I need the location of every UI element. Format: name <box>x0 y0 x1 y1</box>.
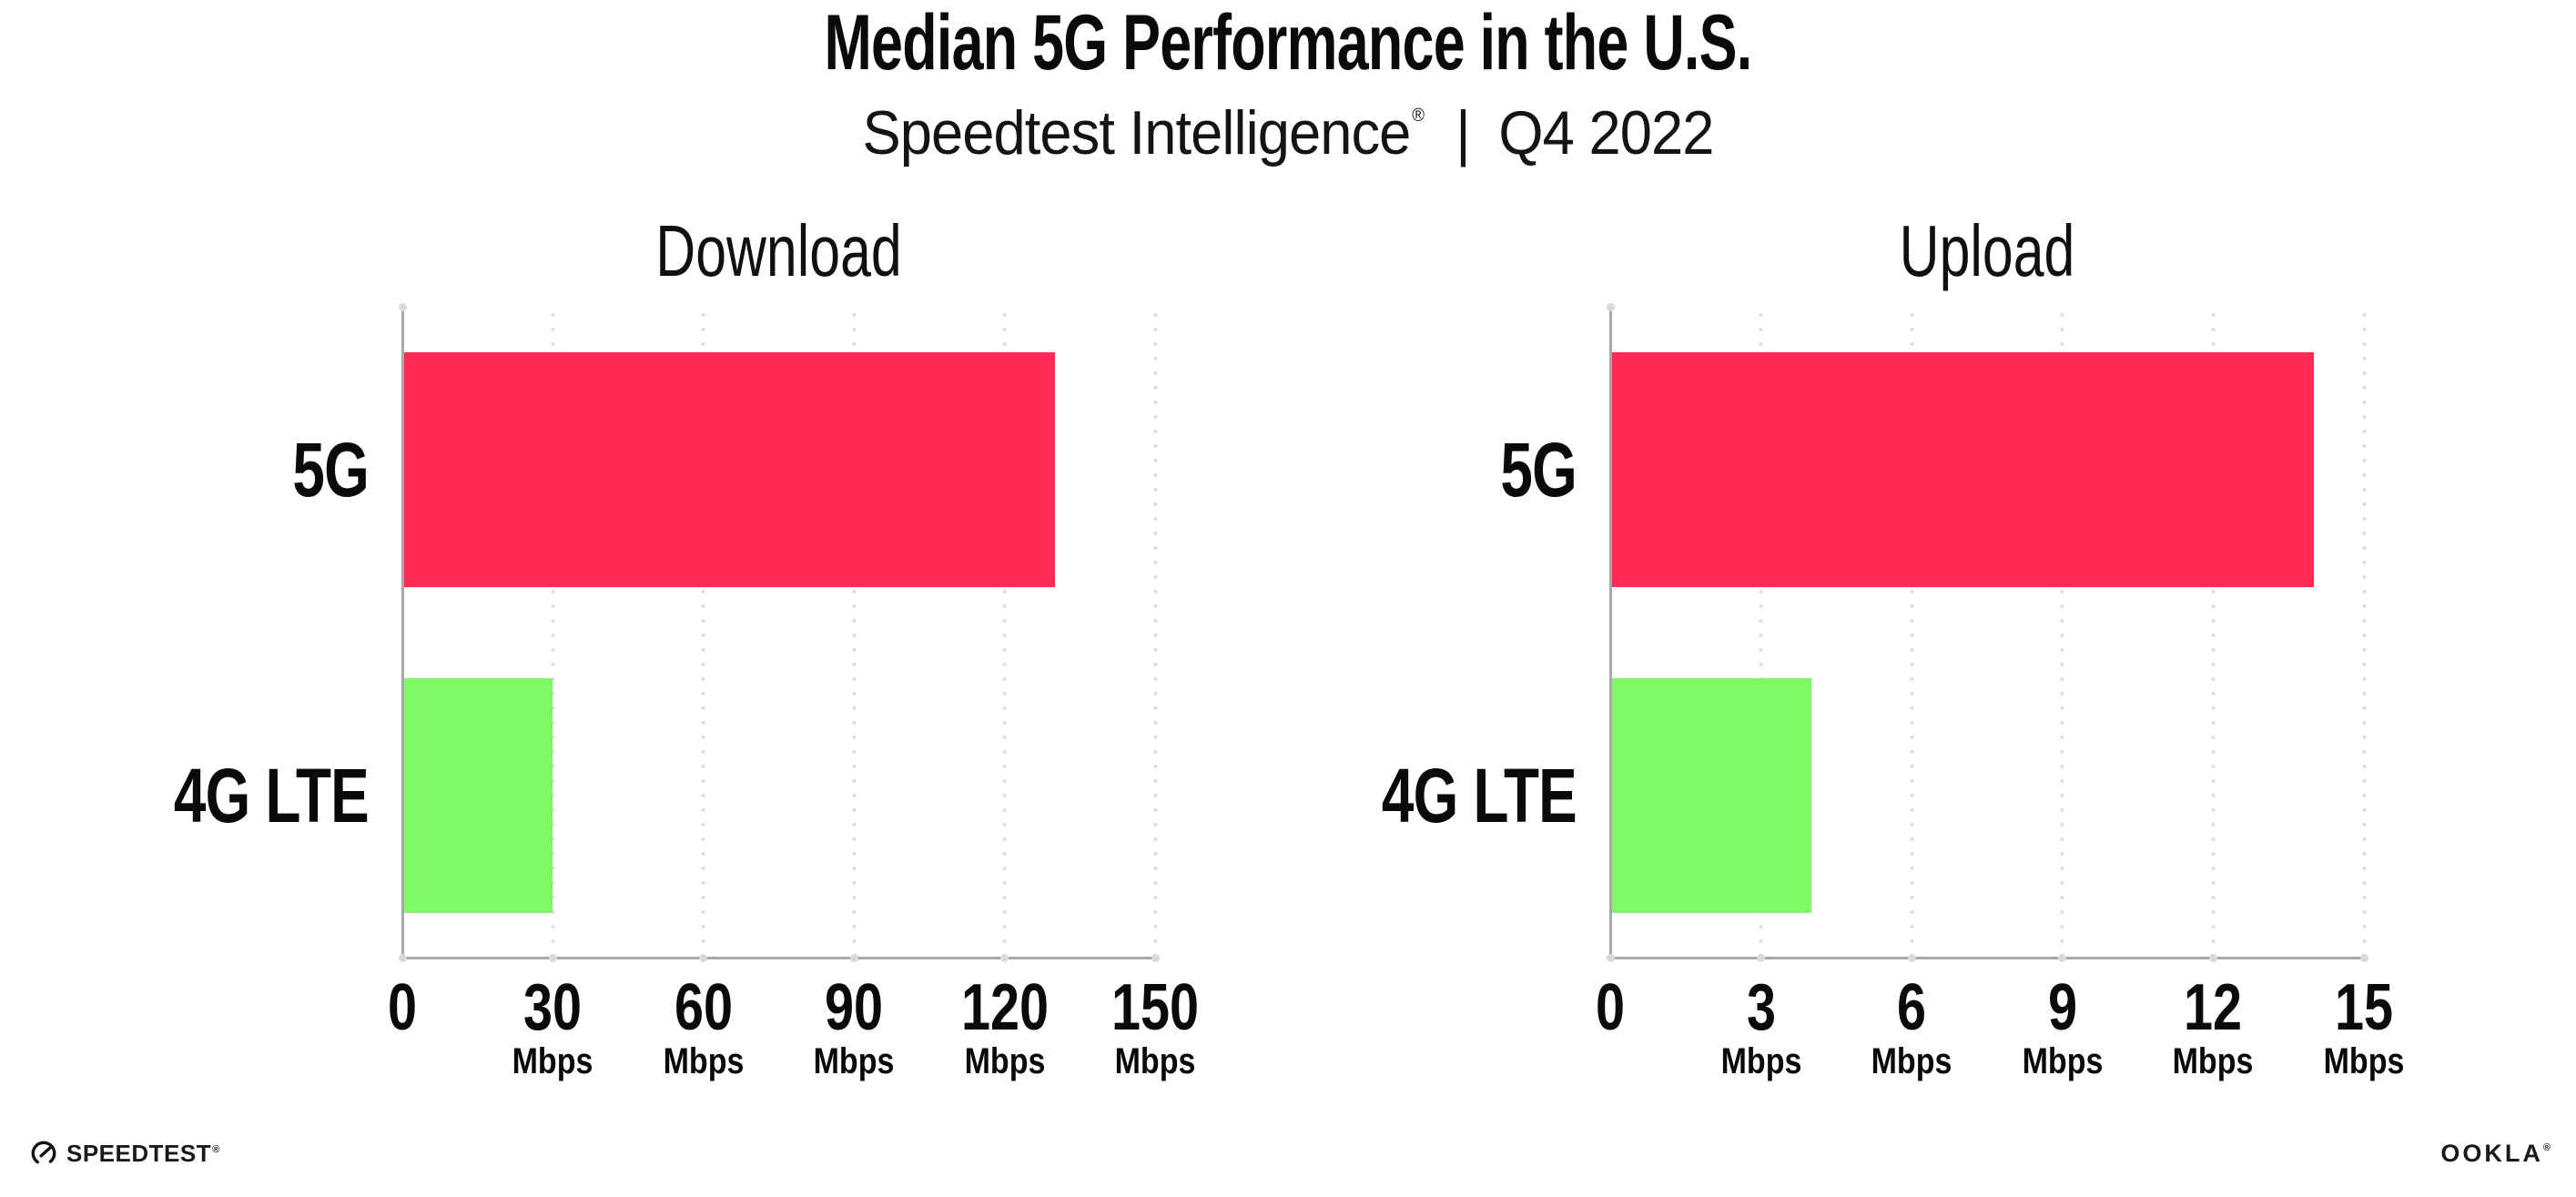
subtitle-period: Q4 2022 <box>1498 98 1714 167</box>
subtitle-brand: Speedtest Intelligence <box>862 98 1412 167</box>
bar-4g-lte <box>402 678 553 913</box>
tick-dot-30 <box>548 954 557 962</box>
bar-5g <box>1610 352 2314 587</box>
tick-dot-60 <box>699 954 708 962</box>
page-subtitle: Speedtest Intelligence® | Q4 2022 <box>90 102 2486 164</box>
row-label-5g: 5G <box>1500 427 1577 512</box>
registered-mark-icon: ® <box>1412 106 1425 126</box>
tick-unit-label: Mbps <box>663 1041 745 1081</box>
tick-label-0: 0 <box>1595 971 1626 1044</box>
tick-label-0: 0 <box>387 971 418 1044</box>
bar-4g-lte <box>1610 678 1811 913</box>
speedtest-registered-mark-icon: ® <box>212 1144 220 1155</box>
tick-dot-120 <box>1000 954 1009 962</box>
tick-label-9: 9 <box>2047 971 2077 1044</box>
row-label-4g-lte: 4G LTE <box>173 753 370 838</box>
subtitle-separator: | <box>1455 98 1470 167</box>
tick-dot-0 <box>398 954 407 962</box>
tick-label-30: 30 <box>523 971 583 1044</box>
page-title: Median 5G Performance in the U.S. <box>824 0 1752 86</box>
gridline-60 <box>701 305 706 959</box>
x-axis-line <box>1609 957 2368 959</box>
gridline-90 <box>851 305 857 959</box>
ookla-label: OOKLA <box>2440 1140 2543 1167</box>
tick-dot-90 <box>849 954 858 962</box>
y-axis-line <box>401 305 404 959</box>
tick-dot-12 <box>2208 954 2217 962</box>
gridline-150 <box>1152 305 1158 959</box>
row-label-4g-lte: 4G LTE <box>1381 753 1577 838</box>
tick-label-12: 12 <box>2184 971 2243 1044</box>
download-chart-plot: 0 30 Mbps 60 Mbps 90 Mbps 120 Mbps 150 Mbps 5G 4G LT… <box>174 303 1199 1080</box>
speedtest-logo: SPEEDTEST® <box>30 1140 220 1167</box>
gridline-6 <box>1909 305 1914 959</box>
tick-unit-label: Mbps <box>2173 1041 2254 1081</box>
tick-label-120: 120 <box>960 971 1049 1044</box>
tick-dot-3 <box>1757 954 1766 962</box>
tick-unit-label: Mbps <box>2022 1041 2104 1081</box>
gridline-15 <box>2361 305 2367 959</box>
tick-dot-0 <box>1606 954 1615 962</box>
y-axis-line <box>1609 305 1612 959</box>
tick-dot-15 <box>2359 954 2368 962</box>
tick-unit-label: Mbps <box>1720 1041 1801 1081</box>
tick-label-90: 90 <box>825 971 884 1044</box>
speedtest-wordmark: SPEEDTEST® <box>66 1141 220 1165</box>
ookla-registered-mark-icon: ® <box>2542 1142 2551 1153</box>
tick-unit-label: Mbps <box>1871 1041 1952 1081</box>
tick-unit-label: Mbps <box>964 1041 1045 1081</box>
y-axis-top-dot <box>398 303 407 311</box>
gridline-9 <box>2060 305 2065 959</box>
tick-dot-150 <box>1151 954 1160 962</box>
gridline-12 <box>2210 305 2216 959</box>
upload-chart-title: Upload <box>1899 210 2075 291</box>
gridline-120 <box>1002 305 1008 959</box>
tick-label-6: 6 <box>1897 971 1927 1044</box>
gridline-30 <box>550 305 555 959</box>
tick-unit-label: Mbps <box>813 1041 895 1081</box>
y-axis-top-dot <box>1606 303 1615 311</box>
download-chart-title: Download <box>655 210 902 291</box>
upload-chart-plot: 0 3 Mbps 6 Mbps 9 Mbps 12 Mbps 15 Mbps 5G 4G LTE <box>1382 303 2404 1080</box>
speedtest-gauge-icon <box>31 1141 56 1166</box>
tick-unit-label: Mbps <box>2323 1041 2405 1081</box>
speedtest-label: SPEEDTEST <box>66 1140 212 1167</box>
tick-dot-9 <box>2058 954 2067 962</box>
tick-unit-label: Mbps <box>512 1041 593 1081</box>
tick-unit-label: Mbps <box>1114 1041 1196 1081</box>
x-axis-line <box>401 957 1160 959</box>
tick-label-3: 3 <box>1746 971 1776 1044</box>
row-label-5g: 5G <box>292 427 369 512</box>
tick-dot-6 <box>1907 954 1916 962</box>
tick-label-15: 15 <box>2334 971 2394 1044</box>
tick-label-60: 60 <box>674 971 733 1044</box>
ookla-logo: OOKLA® <box>2440 1141 2551 1166</box>
gridline-3 <box>1759 305 1764 959</box>
tick-label-150: 150 <box>1111 971 1200 1044</box>
bar-5g <box>402 352 1055 587</box>
